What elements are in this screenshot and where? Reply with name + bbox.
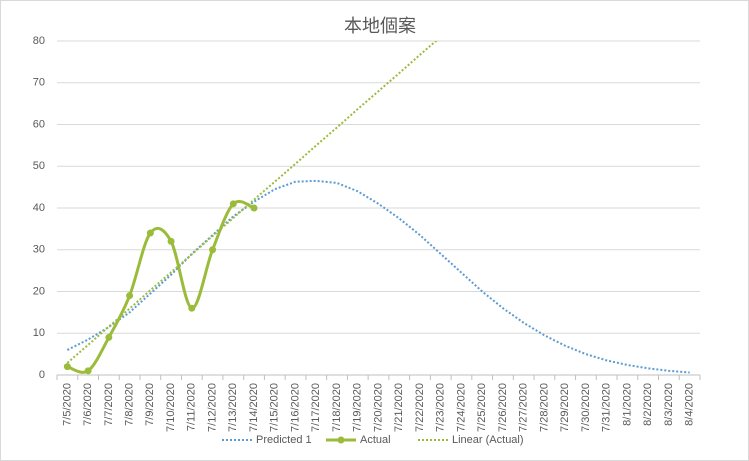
x-tick-label: 8/3/2020 [663, 383, 675, 426]
x-tick-label: 7/28/2020 [538, 383, 550, 432]
x-tick-label: 7/26/2020 [497, 383, 509, 432]
y-tick-label: 70 [33, 77, 45, 89]
y-tick-label: 0 [39, 369, 45, 381]
marker [188, 304, 196, 312]
x-tick-label: 7/8/2020 [124, 383, 136, 426]
marker [105, 333, 113, 341]
x-tick-label: 7/17/2020 [310, 383, 322, 432]
x-tick-label: 7/16/2020 [289, 383, 301, 432]
x-tick-label: 7/25/2020 [476, 383, 488, 432]
x-tick-label: 7/5/2020 [61, 383, 73, 426]
plot [63, 41, 690, 375]
x-tick-label: 7/24/2020 [455, 383, 467, 432]
marker [209, 246, 217, 254]
x-tick-label: 7/31/2020 [601, 383, 613, 432]
legend-label: Actual [360, 434, 391, 446]
x-tick-label: 7/10/2020 [165, 383, 177, 432]
y-tick-label: 80 [33, 35, 45, 47]
marker [250, 204, 258, 212]
x-tick-label: 7/12/2020 [206, 383, 218, 432]
legend-label: Predicted 1 [256, 434, 312, 446]
series-line [66, 179, 690, 374]
x-tick-label: 8/4/2020 [684, 383, 696, 426]
series-line [66, 41, 438, 364]
x-tick-label: 7/7/2020 [103, 383, 115, 426]
x-tick-label: 8/1/2020 [621, 383, 633, 426]
y-tick-label: 40 [33, 202, 45, 214]
marker [167, 237, 175, 245]
x-tick-label: 7/30/2020 [580, 383, 592, 432]
x-tick-label: 7/19/2020 [352, 383, 364, 432]
chart-title: 本地個案 [344, 16, 416, 36]
legend-marker [337, 436, 345, 444]
x-tick-label: 7/18/2020 [331, 383, 343, 432]
y-tick-label: 20 [33, 285, 45, 297]
marker [146, 229, 154, 237]
x-tick-label: 7/9/2020 [144, 383, 156, 426]
y-tick-label: 60 [33, 118, 45, 130]
x-tick-label: 7/23/2020 [435, 383, 447, 432]
series-line [66, 199, 255, 374]
x-tick-label: 7/11/2020 [186, 383, 198, 431]
y-tick-label: 50 [33, 160, 45, 172]
x-tick-label: 7/21/2020 [393, 383, 405, 432]
y-tick-label: 30 [33, 244, 45, 256]
legend-label: Linear (Actual) [452, 434, 524, 446]
marker [229, 200, 237, 208]
x-tick-label: 7/6/2020 [82, 383, 94, 426]
marker [126, 292, 134, 300]
x-tick-label: 8/2/2020 [642, 383, 654, 426]
marker [84, 367, 92, 375]
marker [63, 363, 71, 371]
x-tick-label: 7/29/2020 [559, 383, 571, 432]
x-tick-label: 7/22/2020 [414, 383, 426, 432]
x-tick-label: 7/15/2020 [269, 383, 281, 432]
x-tick-label: 7/14/2020 [248, 383, 260, 432]
x-tick-label: 7/13/2020 [227, 383, 239, 432]
y-tick-label: 10 [33, 327, 45, 339]
x-tick-label: 7/20/2020 [372, 383, 384, 432]
x-tick-label: 7/27/2020 [518, 383, 530, 432]
